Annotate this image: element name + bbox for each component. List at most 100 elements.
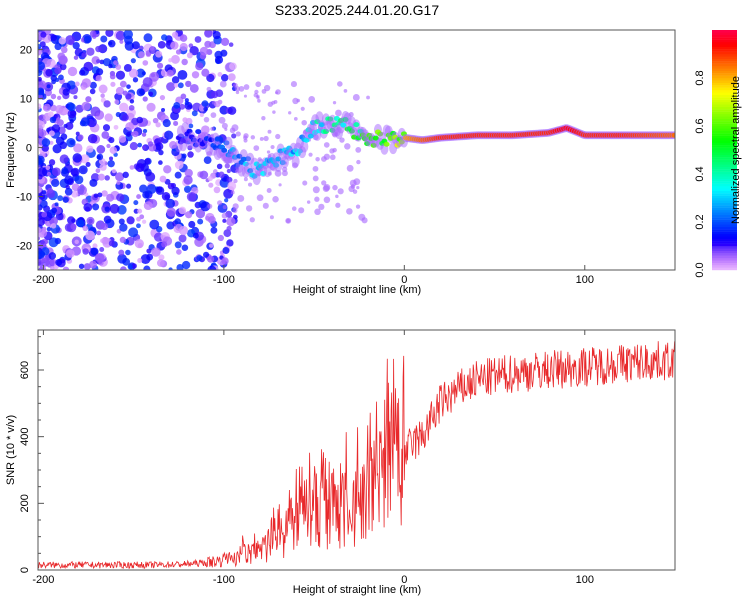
- noise-blob: [115, 172, 125, 182]
- noise-blob: [118, 218, 125, 225]
- noise-blob: [171, 76, 180, 84]
- noise-blob: [250, 135, 256, 140]
- noise-blob: [155, 122, 161, 128]
- ridge-cell: [214, 136, 221, 142]
- colorbar-cell: [712, 195, 737, 199]
- noise-blob: [119, 80, 127, 88]
- noise-blob: [82, 225, 89, 232]
- top-y-label: Frequency (Hz): [5, 112, 17, 188]
- noise-blob: [243, 138, 248, 143]
- noise-blob: [321, 180, 327, 186]
- noise-blob: [308, 152, 313, 157]
- noise-blob: [173, 101, 181, 109]
- colorbar-cell: [712, 234, 737, 237]
- noise-blob: [41, 138, 51, 147]
- noise-blob: [353, 178, 361, 186]
- colorbar-cell: [712, 94, 737, 98]
- colorbar-cell: [712, 138, 737, 141]
- noise-blob: [245, 205, 253, 212]
- noise-blob: [318, 203, 325, 211]
- noise-blob: [143, 33, 153, 43]
- noise-blob: [100, 222, 109, 231]
- noise-blob: [115, 86, 125, 96]
- colorbar-cell: [712, 128, 737, 131]
- noise-blob: [106, 143, 111, 149]
- top-x-label: Height of straight line (km): [293, 284, 421, 296]
- noise-blob: [182, 117, 188, 123]
- colorbar-label: Normalized spectral amplitude: [730, 76, 742, 224]
- noise-blob: [164, 194, 170, 200]
- noise-blob: [119, 39, 124, 44]
- colorbar-cell: [712, 207, 737, 211]
- noise-blob: [232, 203, 239, 210]
- noise-blob: [178, 234, 187, 243]
- noise-blob: [38, 61, 46, 71]
- noise-blob: [168, 267, 173, 270]
- noise-blob: [257, 99, 261, 103]
- noise-blob: [126, 131, 132, 137]
- noise-blob: [148, 91, 154, 97]
- noise-blob: [195, 208, 206, 219]
- noise-blob: [70, 167, 80, 177]
- colorbar-cell: [712, 193, 737, 196]
- noise-blob: [142, 219, 147, 224]
- noise-blob: [58, 74, 64, 81]
- noise-blob: [243, 94, 247, 98]
- noise-blob: [74, 81, 80, 87]
- noise-blob: [54, 202, 59, 207]
- colorbar-cell: [712, 123, 737, 127]
- noise-blob: [161, 34, 168, 41]
- noise-blob: [108, 137, 115, 144]
- colorbar-cell: [712, 222, 737, 225]
- noise-blob: [308, 96, 316, 103]
- noise-blob: [55, 259, 63, 266]
- noise-blob: [335, 202, 341, 208]
- noise-blob: [86, 216, 95, 226]
- noise-blob: [208, 243, 214, 248]
- colorbar-cell: [712, 126, 737, 129]
- noise-blob: [50, 93, 57, 100]
- noise-blob: [46, 84, 51, 89]
- noise-blob: [109, 203, 120, 214]
- noise-blob: [146, 248, 152, 254]
- noise-blob: [115, 70, 126, 80]
- noise-blob: [38, 129, 47, 138]
- noise-blob: [93, 193, 99, 198]
- noise-blob: [175, 49, 182, 55]
- noise-blob: [100, 93, 105, 98]
- noise-blob: [352, 94, 360, 101]
- noise-blob: [204, 40, 212, 48]
- noise-blob: [137, 142, 143, 148]
- noise-blob: [366, 95, 370, 100]
- noise-blob: [177, 69, 188, 80]
- noise-blob: [101, 190, 108, 197]
- noise-blob: [38, 198, 42, 204]
- colorbar-cell: [712, 241, 737, 244]
- noise-blob: [223, 229, 232, 238]
- noise-blob: [314, 208, 321, 216]
- noise-blob: [126, 84, 131, 89]
- noise-blob: [322, 185, 330, 192]
- ridge-cell: [221, 147, 228, 153]
- colorbar-cell: [712, 68, 737, 71]
- noise-blob: [89, 88, 96, 95]
- noise-blob: [178, 225, 189, 236]
- noise-blob: [88, 260, 97, 269]
- noise-blob: [203, 156, 212, 165]
- noise-blob: [106, 193, 115, 202]
- noise-blob: [356, 159, 361, 165]
- noise-blob: [203, 106, 208, 112]
- noise-blob: [59, 154, 69, 164]
- colorbar-cell: [712, 150, 737, 153]
- x-tick-label: 100: [576, 274, 594, 286]
- noise-blob: [48, 252, 57, 260]
- noise-blob: [38, 76, 42, 82]
- noise-blob: [323, 142, 330, 148]
- y-tick-label: -10: [16, 192, 32, 204]
- noise-blob: [278, 183, 282, 187]
- noise-blob: [104, 113, 113, 122]
- noise-blob: [243, 177, 248, 182]
- chart-title: S233.2025.244.01.20.G17: [275, 2, 439, 18]
- noise-blob: [298, 207, 305, 214]
- colorbar-tick-label: 0.2: [694, 214, 706, 229]
